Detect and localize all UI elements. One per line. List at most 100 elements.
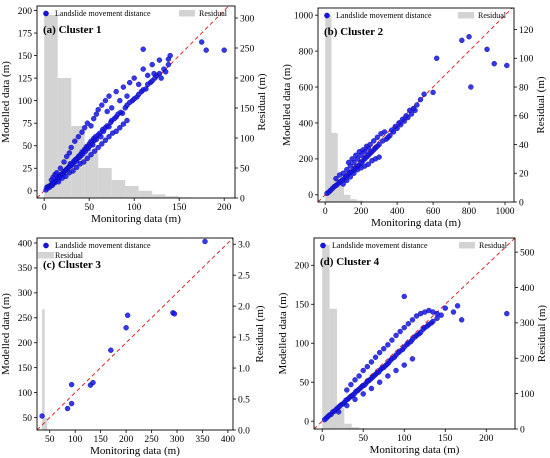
scatter-point xyxy=(124,312,131,318)
y-tick-label: 50 xyxy=(300,379,310,389)
scatter-point xyxy=(102,137,109,144)
plot-frame xyxy=(36,5,236,199)
residual-bar xyxy=(165,196,180,198)
scatter-point xyxy=(356,373,362,379)
scatter-point xyxy=(351,170,357,176)
scatter-point xyxy=(202,238,208,245)
scatter-point xyxy=(409,317,416,323)
scatter-point xyxy=(434,310,440,317)
scatter-point xyxy=(39,413,45,419)
scatter-point xyxy=(385,134,391,141)
scatter-point xyxy=(68,144,74,151)
scatter-point xyxy=(335,409,342,415)
residual-bar xyxy=(44,417,48,430)
y2-tick-label: 100 xyxy=(240,134,255,144)
scatter-point xyxy=(151,70,157,77)
scatter-point xyxy=(108,347,114,353)
y-axis-label: Modelled data (m) xyxy=(0,293,12,375)
y-tick-label: 150 xyxy=(18,364,33,374)
y-axis-label: Modelled data (m) xyxy=(0,61,12,143)
scatter-point xyxy=(79,129,85,135)
y2-tick-label: 100 xyxy=(519,55,534,65)
y2-tick-label: 0 xyxy=(240,194,245,204)
legend-bar-swatch xyxy=(179,10,195,17)
y-tick-label: 25 xyxy=(23,165,33,175)
residual-bar xyxy=(344,423,352,429)
scatter-point xyxy=(54,170,60,176)
y-tick-label: 0 xyxy=(304,418,309,428)
x-tick-label: 200 xyxy=(217,203,232,213)
scatter-point xyxy=(88,152,94,158)
scatter-point xyxy=(468,84,474,90)
scatter-point xyxy=(108,105,115,111)
legend-scatter-marker xyxy=(43,10,49,17)
scatter-point xyxy=(368,359,375,365)
y-tick-label: 250 xyxy=(18,314,33,324)
scatter-point xyxy=(454,303,461,309)
scatter-point xyxy=(99,102,105,108)
y-tick-label: 100 xyxy=(18,389,33,399)
scatter-point xyxy=(401,324,407,331)
panel-title: (c) Cluster 3 xyxy=(43,259,101,271)
scatter-point xyxy=(433,55,440,61)
residual-bar xyxy=(138,190,153,198)
legend-bar-label: Residual xyxy=(199,9,228,18)
scatter-point xyxy=(365,161,372,167)
scatter-point xyxy=(91,148,98,154)
y2-tick-label: 20 xyxy=(519,170,529,180)
y2-tick-label: 300 xyxy=(240,14,255,24)
panel-title: (d) Cluster 4 xyxy=(320,256,380,268)
scatter-point xyxy=(64,405,71,412)
x-tick-label: 0 xyxy=(42,203,47,213)
legend-bar-label: Residual xyxy=(479,241,508,250)
scatter-point xyxy=(90,379,96,386)
y-axis-label: Modelled data (m) xyxy=(281,64,293,146)
scatter-point xyxy=(123,325,129,331)
plot-frame xyxy=(36,237,234,431)
y-tick-label: 100 xyxy=(295,340,310,350)
diagonal-line xyxy=(314,238,515,429)
scatter-point xyxy=(376,349,383,356)
scatter-point xyxy=(99,141,105,147)
scatter-point xyxy=(68,400,75,407)
residual-bar xyxy=(98,168,112,198)
scatter-point xyxy=(504,62,510,69)
y2-tick-label: 2.5 xyxy=(238,271,250,281)
scatter-point xyxy=(106,134,112,140)
scatter-point xyxy=(360,391,366,397)
scatter-point xyxy=(93,136,100,143)
x-tick-label: 600 xyxy=(426,207,441,217)
x-tick-label: 150 xyxy=(438,434,453,444)
scatter-point xyxy=(401,293,407,300)
x-tick-label: 0 xyxy=(323,207,328,217)
y-tick-label: 400 xyxy=(18,239,33,249)
scatter-point xyxy=(95,144,101,151)
y-tick-label: 200 xyxy=(18,339,33,349)
scatter-point xyxy=(484,46,490,53)
scatter-point xyxy=(430,318,436,325)
scatter-point xyxy=(381,346,387,352)
y2-axis-label: Residual (m) xyxy=(535,76,547,133)
scatter-point xyxy=(459,37,465,44)
scatter-point xyxy=(165,56,172,62)
residual-bar xyxy=(111,180,126,198)
scatter-point xyxy=(106,93,112,99)
scatter-point xyxy=(340,181,346,187)
residual-bar xyxy=(322,245,330,429)
scatter-point xyxy=(368,385,375,392)
scatter-point xyxy=(57,165,64,171)
scatter-point xyxy=(365,145,372,151)
y2-tick-label: 0.5 xyxy=(238,395,250,405)
panel-3: 50 100 150 200 250 300 350 400 50 100 150 200 250 300… xyxy=(0,237,266,457)
scatter-point xyxy=(360,367,366,374)
x-tick-label: 800 xyxy=(462,207,477,217)
x-tick-label: 100 xyxy=(68,435,83,445)
y-tick-label: 200 xyxy=(299,155,314,165)
scatter-point xyxy=(135,81,142,88)
scatter-point xyxy=(389,337,395,343)
y-tick-label: 100 xyxy=(18,97,33,107)
scatter-point xyxy=(458,317,465,323)
y-tick-label: 0 xyxy=(27,187,32,197)
y2-axis-label: Residual (m) xyxy=(256,73,268,130)
